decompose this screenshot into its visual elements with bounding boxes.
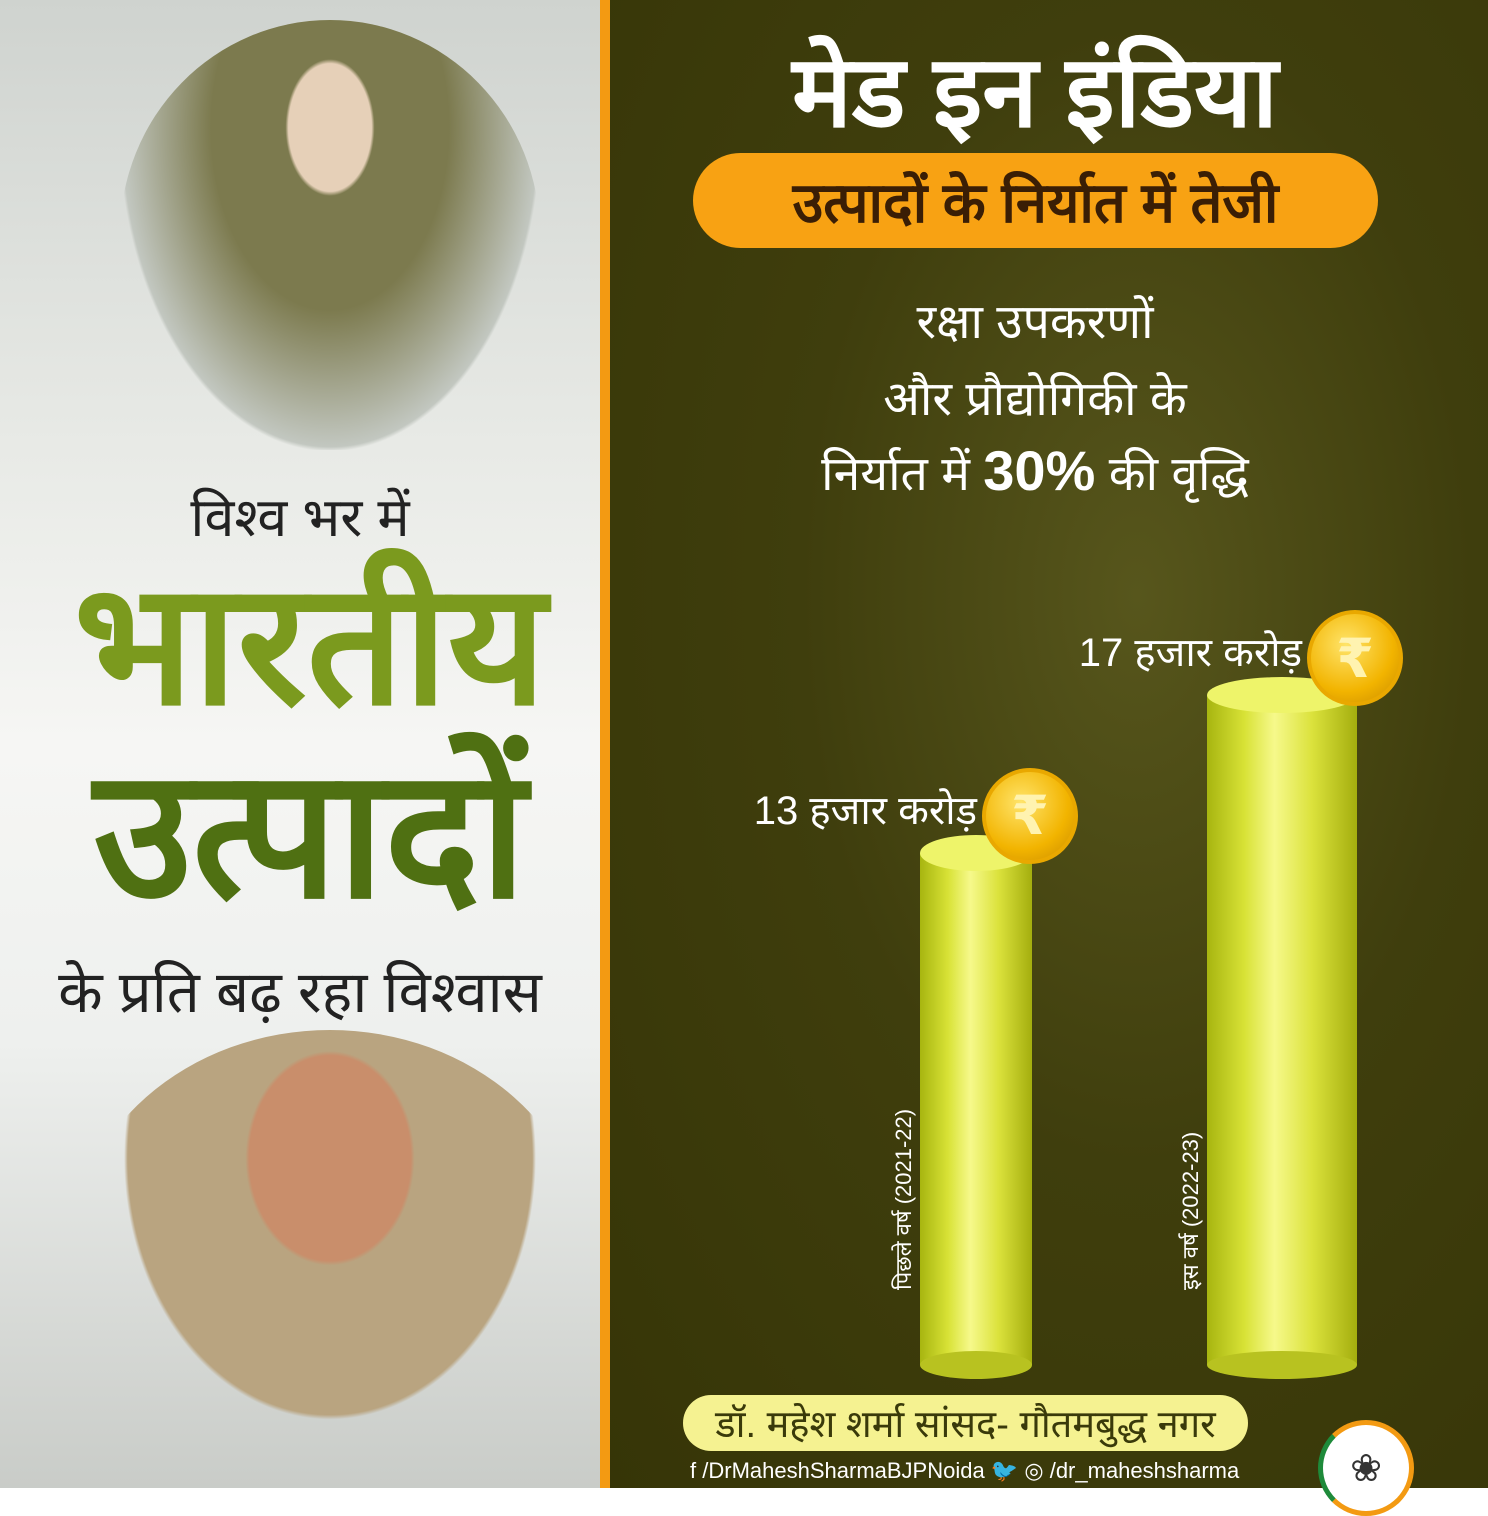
- headline-utpadon: उत्पादों: [93, 734, 527, 935]
- subtitle-post: की वृद्धि: [1108, 448, 1249, 501]
- headline-bhartiya: भारतीय: [73, 550, 547, 740]
- bar-1: [1207, 677, 1357, 1379]
- subtitle-line-1: रक्षा उपकरणों: [916, 296, 1154, 349]
- name-pill: डॉ. महेश शर्मा सांसद- गौतमबुद्ध नगर: [683, 1395, 1248, 1451]
- subtitle-pre: निर्यात में: [821, 448, 970, 501]
- bar-base: [920, 1350, 1032, 1379]
- rupee-coin-icon: ₹: [1307, 610, 1403, 706]
- data-label: 13 हजार करोड़: [753, 788, 977, 833]
- lotus-icon: ❀: [1350, 1447, 1382, 1490]
- bar-base: [1207, 1351, 1357, 1379]
- social-handle[interactable]: /dr_maheshsharma: [1049, 1458, 1240, 1483]
- category-label: इस वर्ष (2022-23): [1178, 1131, 1203, 1290]
- tagline-bottom: के प्रति बढ़ रहा विश्वास: [58, 960, 542, 1025]
- bar-0: [920, 834, 1032, 1379]
- bjp-lotus-logo: ❀: [1318, 1420, 1414, 1516]
- tagline-top: विश्व भर में: [190, 488, 410, 548]
- facebook-icon: f: [690, 1458, 697, 1483]
- twitter-icon: 🐦: [990, 1458, 1019, 1483]
- instagram-icon: ◎: [1024, 1458, 1044, 1483]
- portrait-photo: [70, 1030, 590, 1488]
- soldier-photo: [120, 20, 540, 450]
- category-label: पिछले वर्ष (2021-22): [891, 1108, 916, 1290]
- orange-divider: [600, 0, 610, 1488]
- banner-pill: उत्पादों के निर्यात में तेजी: [693, 153, 1378, 248]
- mp-name: डॉ. महेश शर्मा सांसद- गौतमबुद्ध नगर: [715, 1404, 1216, 1446]
- facebook-handle[interactable]: /DrMaheshSharmaBJPNoida: [702, 1458, 985, 1483]
- data-label: 17 हजार करोड़: [1078, 631, 1302, 675]
- social-links: f /DrMaheshSharmaBJPNoida 🐦 ◎ /dr_mahesh…: [690, 1458, 1239, 1484]
- subtitle-line-3: निर्यात में 30% की वृद्धि: [700, 438, 1370, 505]
- subtitle-line-2: और प्रौद्योगिकी के: [883, 373, 1187, 426]
- banner-text: उत्पादों के निर्यात में तेजी: [792, 170, 1279, 234]
- page-title: मेड इन इंडिया: [792, 36, 1278, 148]
- rupee-coin-icon: ₹: [982, 767, 1078, 864]
- left-panel: विश्व भर में भारतीय उत्पादों के प्रति बढ…: [0, 0, 600, 1488]
- growth-percent: 30%: [983, 439, 1096, 502]
